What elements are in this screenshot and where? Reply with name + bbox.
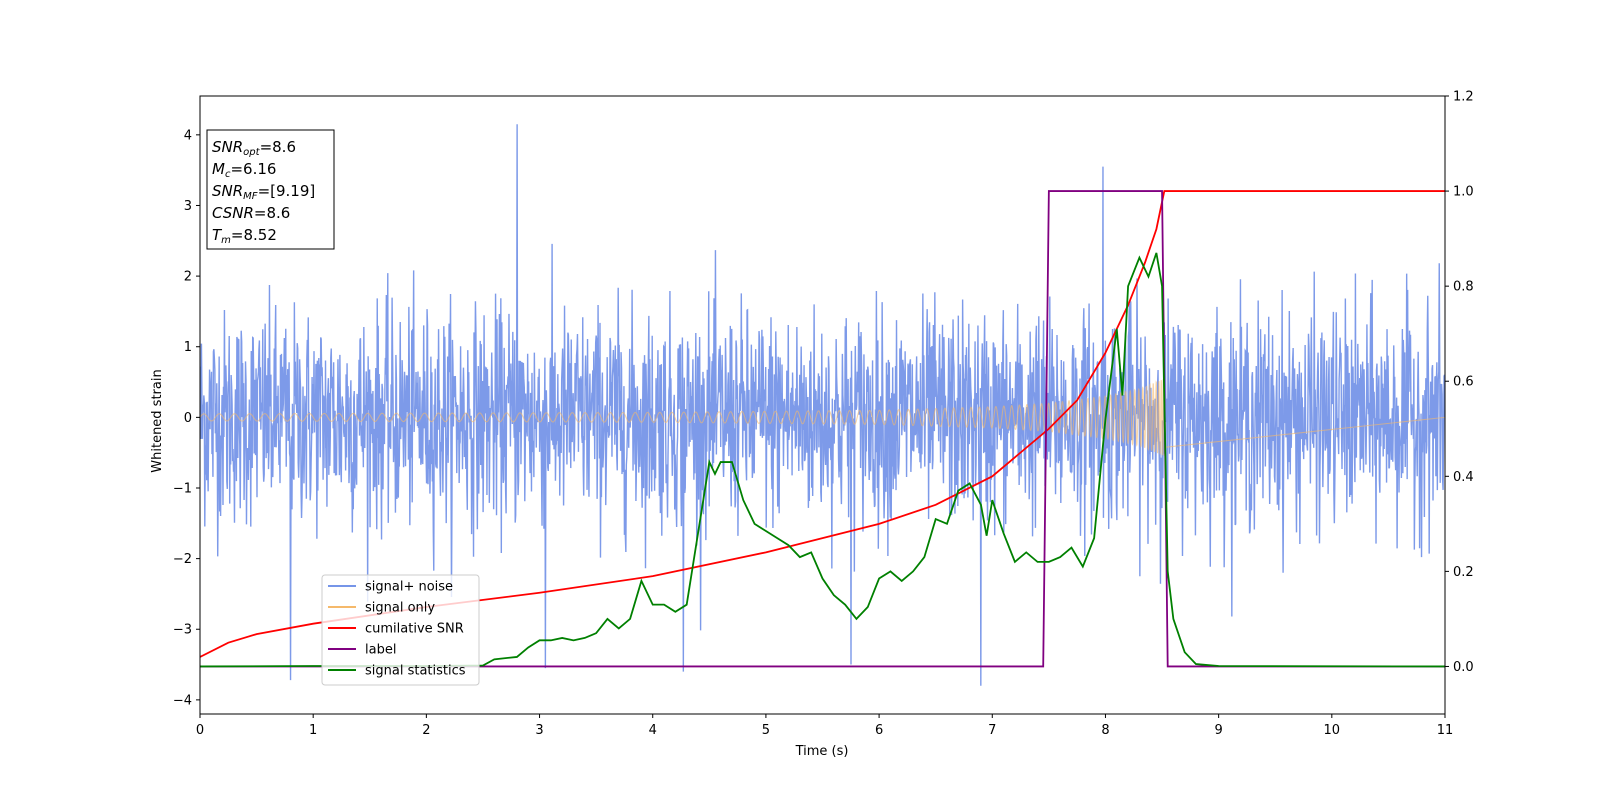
noise-line <box>200 124 1445 686</box>
y-left-tick-label: 2 <box>184 270 192 285</box>
x-tick-label: 0 <box>196 723 204 738</box>
info-line: Tm=8.52 <box>212 226 277 246</box>
legend-label: label <box>365 643 396 658</box>
info-box-frame <box>206 129 335 250</box>
y-right-tick-label: 0.4 <box>1453 470 1474 485</box>
legend-label: signal statistics <box>365 664 466 679</box>
y-right-tick-label: 0.2 <box>1453 565 1474 580</box>
plot-frame <box>199 95 1446 715</box>
x-tick-label: 2 <box>422 723 430 738</box>
x-axis-label: Time (s) <box>795 744 849 759</box>
series-signal-statistics <box>200 252 1445 668</box>
y-axis-label: Whitened strain <box>150 369 165 472</box>
legend-frame <box>321 574 480 686</box>
y-left-tick-label: 0 <box>184 411 192 426</box>
y-left-tick-label: −1 <box>173 481 192 496</box>
legend: signal+ noise signal only cumilative SNR la… <box>321 574 480 686</box>
y-right-tick-label: 1.0 <box>1453 185 1474 200</box>
x-tick-label: 5 <box>762 723 770 738</box>
y-right-tick-label: 0.8 <box>1453 280 1474 295</box>
x-tick-label: 11 <box>1437 723 1454 738</box>
info-line: CSNR=8.6 <box>212 204 290 222</box>
chirp-line <box>200 379 1445 456</box>
series-signal-only <box>200 379 1445 456</box>
y-right-tick-label: 1.2 <box>1453 90 1474 105</box>
y-right-tick-label: 0.6 <box>1453 375 1474 390</box>
y-left-tick-label: −3 <box>173 623 192 638</box>
x-tick-label: 10 <box>1324 723 1341 738</box>
y-left-tick-label: 1 <box>184 340 192 355</box>
legend-label: signal+ noise <box>365 580 453 595</box>
series-cumulative-snr <box>200 190 1445 658</box>
info-line: SNRopt=8.6 <box>212 138 296 158</box>
info-line: Mc=6.16 <box>212 160 276 180</box>
x-tick-label: 9 <box>1214 723 1222 738</box>
x-tick-label: 4 <box>649 723 657 738</box>
x-tick-label: 3 <box>535 723 543 738</box>
x-tick-label: 6 <box>875 723 883 738</box>
y-right-tick-label: 0.0 <box>1453 660 1474 675</box>
x-tick-label: 8 <box>1101 723 1109 738</box>
series-signal-noise <box>200 124 1445 686</box>
x-tick-label: 7 <box>988 723 996 738</box>
y-left-tick-label: −4 <box>173 693 192 708</box>
x-tick-label: 1 <box>309 723 317 738</box>
y-left-tick-label: 3 <box>184 199 192 214</box>
y-left-tick-label: −2 <box>173 552 192 567</box>
y-left-tick-label: 4 <box>184 128 192 143</box>
legend-label: cumilative SNR <box>365 622 464 637</box>
info-line: SNRMF=[9.19] <box>212 182 315 202</box>
legend-label: signal only <box>365 601 435 616</box>
